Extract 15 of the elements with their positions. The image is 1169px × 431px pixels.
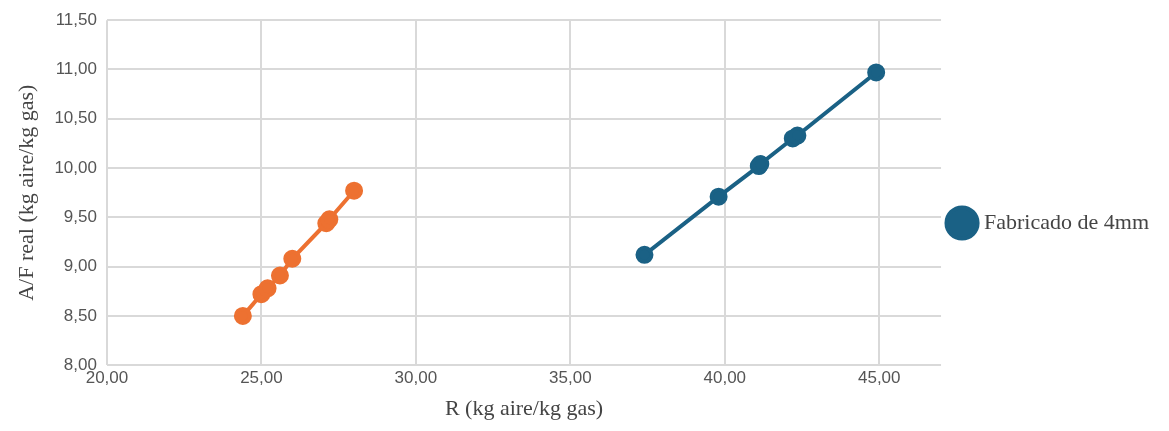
legend-label: Fabricado de 4mm [984,208,1150,234]
y-tick-label: 11,50 [55,9,97,29]
y-tick-label: 9,00 [63,256,97,276]
y-tick-label: 8,50 [63,305,97,325]
y-axis-title: A/F real (kg aire/kg gas) [12,84,38,301]
x-tick-label: 40,00 [703,368,747,388]
x-tick-label: 45,00 [857,368,901,388]
x-tick-label: 30,00 [394,368,438,388]
x-tick-label: 35,00 [549,368,592,388]
y-tick-label: 10,50 [54,108,97,128]
y-tick-label: 11,00 [55,59,97,79]
y-tick-label: 9,50 [63,207,97,227]
x-axis-title: R (kg aire/kg gas) [444,394,604,420]
y-tick-label: 10,00 [54,157,97,177]
x-tick-label: 25,00 [240,368,283,388]
